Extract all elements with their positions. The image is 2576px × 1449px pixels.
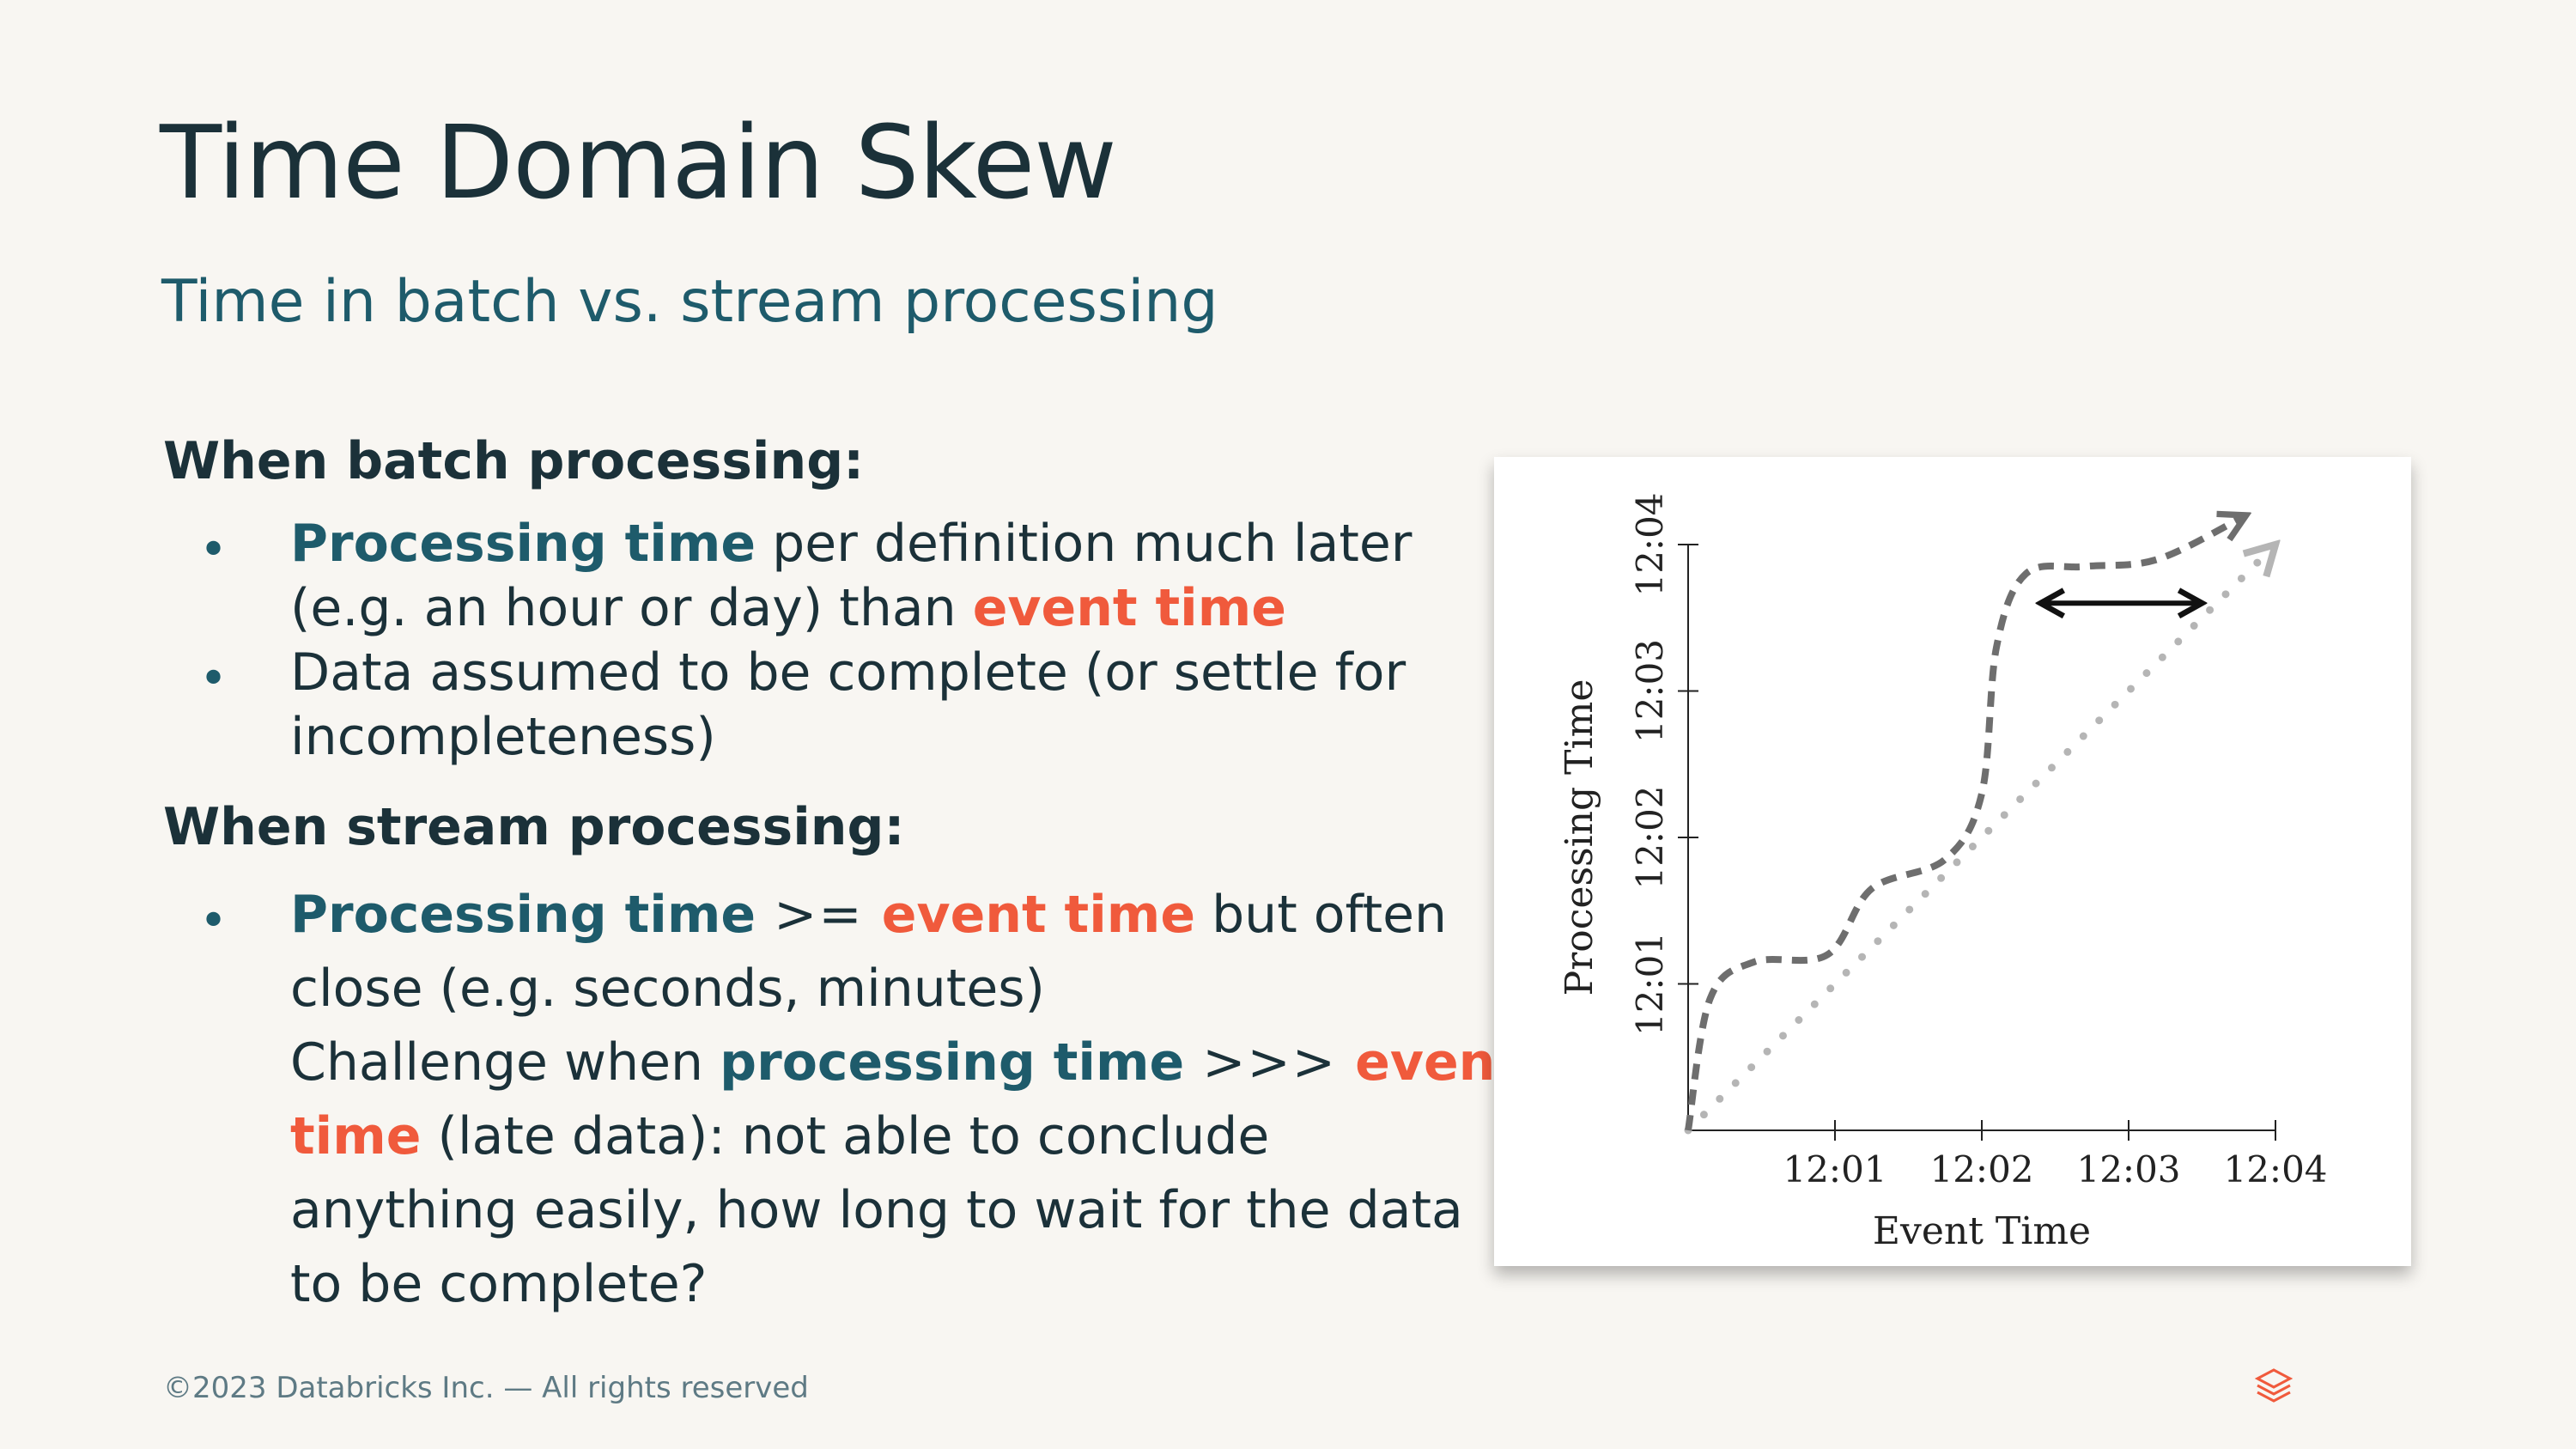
ideal-time-series bbox=[1684, 545, 2275, 1135]
x-axis-title: Event Time bbox=[1873, 1209, 2091, 1253]
y-tick-label: 12:04 bbox=[1629, 492, 1671, 596]
text-fragment: >= bbox=[756, 885, 882, 945]
batch-heading: When batch processing: bbox=[163, 431, 865, 491]
stream-bullet-1-line-2: close (e.g. seconds, minutes) bbox=[290, 959, 1045, 1019]
stream-heading: When stream processing: bbox=[163, 797, 905, 857]
term-processing-time: processing time bbox=[720, 1032, 1185, 1093]
batch-bullet-1-line-1: Processing time per definition much late… bbox=[290, 514, 1412, 574]
slide-subtitle: Time in batch vs. stream processing bbox=[161, 268, 1218, 336]
text-fragment: >>> bbox=[1184, 1032, 1356, 1093]
term-processing-time: Processing time bbox=[290, 514, 756, 574]
term-event: event bbox=[1355, 1032, 1521, 1093]
slide-title: Time Domain Skew bbox=[160, 103, 1117, 222]
stream-bullet-1-line-1: Processing time >= event time but often bbox=[290, 885, 1447, 945]
text-fragment: (late data): not able to conclude bbox=[421, 1106, 1270, 1166]
y-tick-label: 12:03 bbox=[1629, 639, 1671, 743]
term-event-time: event time bbox=[972, 578, 1286, 638]
bullet-marker: • bbox=[199, 522, 228, 578]
text-fragment: per definition much later bbox=[756, 514, 1413, 574]
text-fragment: Challenge when bbox=[290, 1032, 720, 1093]
text-fragment: but often bbox=[1195, 885, 1448, 945]
y-axis-title: Processing Time bbox=[1558, 679, 1601, 996]
batch-bullet-1-line-2: (e.g. an hour or day) than event time bbox=[290, 578, 1286, 638]
batch-bullet-2-line-2: incompleteness) bbox=[290, 707, 716, 767]
batch-bullet-2-line-1: Data assumed to be complete (or settle f… bbox=[290, 642, 1406, 703]
y-tick-label: 12:01 bbox=[1629, 932, 1671, 1036]
footer-copyright: ©2023 Databricks Inc. — All rights reser… bbox=[163, 1371, 809, 1405]
term-event-time: event time bbox=[881, 885, 1196, 945]
databricks-logo-icon bbox=[2255, 1368, 2293, 1403]
stream-bullet-2-line-4: to be complete? bbox=[290, 1254, 708, 1314]
term-time: time bbox=[290, 1106, 422, 1166]
stream-bullet-2-line-1: Challenge when processing time >>> event bbox=[290, 1032, 1520, 1093]
bullet-marker: • bbox=[199, 893, 228, 949]
chart-card: 12:01 12:02 12:03 12:04 12:01 12:02 12:03 12:04… bbox=[1494, 457, 2411, 1266]
stream-bullet-2-line-2: time (late data): not able to conclude bbox=[290, 1106, 1269, 1166]
time-skew-chart: 12:01 12:02 12:03 12:04 12:01 12:02 12:03 12:04… bbox=[1558, 492, 2328, 1253]
actual-time-series bbox=[1685, 515, 2246, 1131]
x-tick-label: 12:01 bbox=[1783, 1148, 1886, 1190]
x-tick-label: 12:03 bbox=[2076, 1148, 2180, 1190]
bullet-marker: • bbox=[199, 651, 228, 707]
text-fragment: (e.g. an hour or day) than bbox=[290, 578, 973, 638]
stream-bullet-2-line-3: anything easily, how long to wait for th… bbox=[290, 1180, 1463, 1240]
x-tick-label: 12:04 bbox=[2223, 1148, 2327, 1190]
x-tick-label: 12:02 bbox=[1929, 1148, 2033, 1190]
term-processing-time: Processing time bbox=[290, 885, 756, 945]
y-tick-label: 12:02 bbox=[1629, 785, 1671, 889]
